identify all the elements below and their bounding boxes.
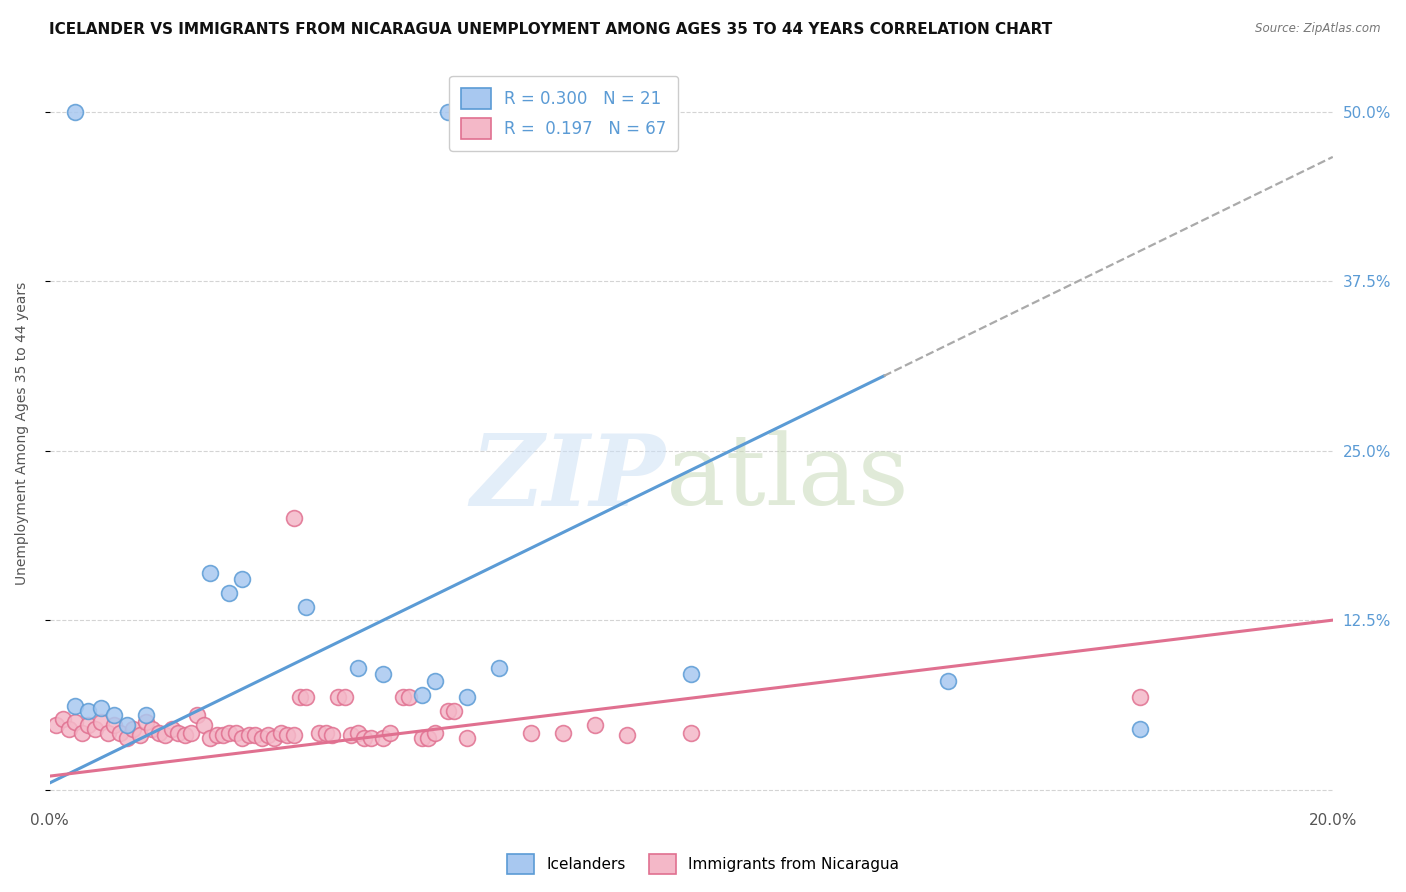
Point [128,728,150,742]
Point [398,690,420,705]
Text: Source: ZipAtlas.com: Source: ZipAtlas.com [1256,22,1381,36]
Point [340,728,363,742]
Point [103,717,125,731]
Point [225,725,247,739]
Point [45,717,67,731]
Point [360,731,382,745]
Point [173,728,195,742]
Point [551,725,574,739]
Point [58,722,80,736]
Point [315,725,337,739]
Point [488,660,510,674]
Point [616,728,638,742]
Point [328,690,350,705]
Point [321,728,343,742]
Point [218,586,240,600]
Point [276,728,298,742]
Point [295,690,318,705]
Point [115,731,138,745]
Point [52,712,75,726]
Point [97,725,120,739]
Point [212,728,235,742]
Point [231,731,253,745]
Text: ICELANDER VS IMMIGRANTS FROM NICARAGUA UNEMPLOYMENT AMONG AGES 35 TO 44 YEARS CO: ICELANDER VS IMMIGRANTS FROM NICARAGUA U… [49,22,1053,37]
Point [1129,722,1152,736]
Point [681,667,703,681]
Point [186,708,208,723]
Point [83,722,105,736]
Text: atlas: atlas [665,430,908,526]
Point [141,722,163,736]
Point [333,690,356,705]
Point [346,725,368,739]
Point [436,704,458,718]
Point [200,731,222,745]
Point [423,725,446,739]
Point [378,725,401,739]
Point [135,714,157,729]
Legend: Icelanders, Immigrants from Nicaragua: Icelanders, Immigrants from Nicaragua [501,848,905,880]
Point [456,731,478,745]
Point [270,725,292,739]
Point [167,725,190,739]
Point [90,701,112,715]
Point [373,731,395,745]
Point [243,728,266,742]
Point [288,690,311,705]
Point [418,731,440,745]
Point [77,704,100,718]
Point [148,725,170,739]
Point [135,708,157,723]
Point [411,731,433,745]
Point [583,717,606,731]
Point [122,722,145,736]
Point [308,725,330,739]
Point [65,698,87,713]
Point [423,674,446,689]
Point [250,731,273,745]
Point [295,599,318,614]
Point [353,731,375,745]
Point [70,725,93,739]
Point [443,704,465,718]
Point [936,674,959,689]
Point [160,722,183,736]
Point [110,725,132,739]
Point [193,717,215,731]
Point [373,667,395,681]
Point [257,728,280,742]
Point [1129,690,1152,705]
Point [155,728,177,742]
Point [65,714,87,729]
Point [115,717,138,731]
Point [283,728,305,742]
Point [283,511,305,525]
Point [456,690,478,705]
Point [77,717,100,731]
Point [180,725,202,739]
Point [391,690,413,705]
Point [65,104,87,119]
Point [263,731,285,745]
Y-axis label: Unemployment Among Ages 35 to 44 years: Unemployment Among Ages 35 to 44 years [15,282,30,585]
Point [238,728,260,742]
Point [681,725,703,739]
Point [103,708,125,723]
Point [200,566,222,580]
Point [411,688,433,702]
Point [520,725,543,739]
Point [231,573,253,587]
Legend: R = 0.300   N = 21, R =  0.197   N = 67: R = 0.300 N = 21, R = 0.197 N = 67 [450,76,678,151]
Point [90,714,112,729]
Point [436,104,458,119]
Point [205,728,228,742]
Point [346,660,368,674]
Text: ZIP: ZIP [471,430,665,526]
Point [218,725,240,739]
